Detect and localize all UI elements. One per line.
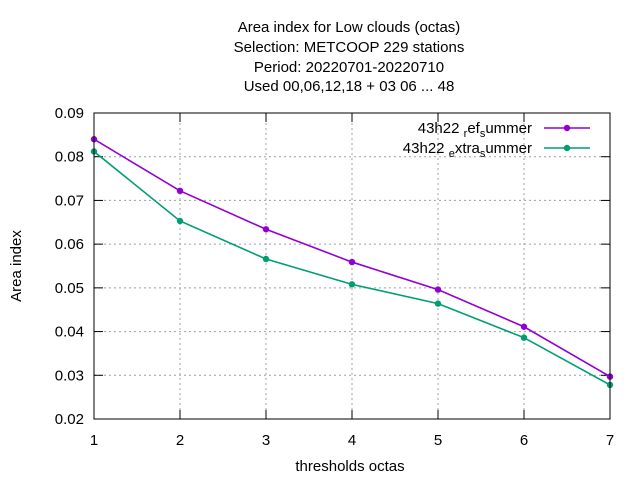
x-tick-label: 7 (606, 432, 614, 449)
data-point (434, 300, 442, 307)
y-axis-label: Area index (8, 230, 25, 302)
x-tick-label: 2 (176, 432, 184, 449)
y-tick-label: 0.06 (55, 236, 84, 253)
y-tick-label: 0.02 (55, 411, 84, 428)
data-point (262, 255, 270, 263)
legend-label: 43h22 extrasummer (403, 140, 532, 160)
chart-title: Area index for Low clouds (octas) Select… (234, 19, 465, 95)
x-tick-label: 1 (90, 432, 98, 449)
x-tick-label: 5 (434, 432, 442, 449)
data-point (262, 226, 270, 233)
y-tick-label: 0.05 (55, 280, 84, 297)
x-tick-label: 3 (262, 432, 270, 449)
data-point (176, 187, 184, 195)
legend-label: 43h22 refsummer (418, 120, 532, 140)
y-tick-label: 0.03 (55, 367, 84, 384)
y-tick-label: 0.09 (55, 105, 84, 122)
data-point (520, 334, 528, 341)
legend-item-1: 43h22 refsummer (418, 120, 590, 140)
title-line-1: Area index for Low clouds (octas) (238, 19, 461, 36)
data-point (176, 217, 184, 225)
data-point (520, 323, 528, 330)
x-axis-label: thresholds octas (295, 458, 404, 475)
plot-frame (93, 112, 611, 420)
y-tick-label: 0.08 (55, 149, 84, 166)
data-point (434, 286, 442, 293)
y-tick-label: 0.07 (55, 192, 84, 209)
x-tick-label: 4 (348, 432, 356, 449)
data-point (348, 281, 356, 288)
grid (94, 113, 610, 419)
legend-marker (563, 124, 571, 132)
axis-ticks: 0.02 0.03 0.04 0.05 0.06 0.07 0.08 0.09 1 2 3 4 5 6 7 (55, 105, 614, 449)
legend-item-2: 43h22 extrasummer (403, 140, 590, 160)
title-line-3: Period: 20220701-20220710 (254, 59, 444, 76)
y-tick-label: 0.04 (55, 324, 84, 341)
data-point (348, 258, 356, 266)
title-line-4: Used 00,06,12,18 + 03 06 ... 48 (244, 78, 455, 95)
series-layer (90, 136, 614, 389)
x-tick-label: 6 (520, 432, 528, 449)
title-line-2: Selection: METCOOP 229 stations (234, 39, 465, 56)
legend-marker (563, 144, 571, 152)
